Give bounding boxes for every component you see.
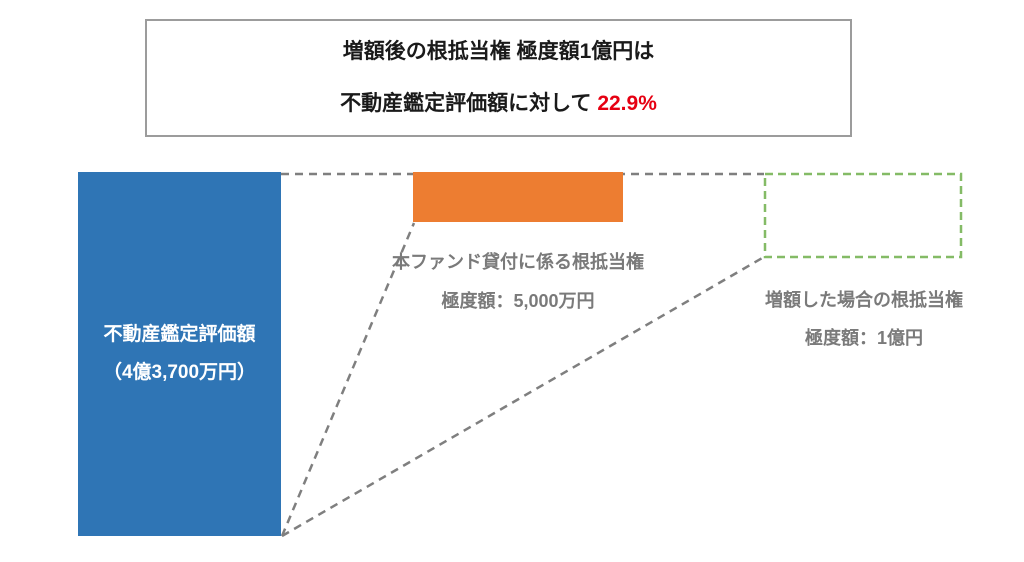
- appraisal-bar-value: （4億3,700万円）: [102, 362, 257, 383]
- increased-mortgage-amount: 極度額：1億円: [804, 328, 924, 348]
- current-mortgage-bar: [413, 172, 623, 222]
- title-line-2: 不動産鑑定評価額に対して 22.9%: [340, 90, 657, 118]
- appraisal-bar-label: 不動産鑑定評価額: [103, 324, 256, 345]
- title-line-2-text: 不動産鑑定評価額に対して: [340, 92, 598, 115]
- ratio-highlight: 22.9%: [597, 92, 657, 115]
- increased-mortgage-label: 増額した場合の根抵当権: [765, 290, 963, 310]
- increased-mortgage-box: [763, 172, 963, 259]
- title-box: 増額後の根抵当権 極度額1億円は 不動産鑑定評価額に対して 22.9%: [145, 19, 852, 137]
- title-line-1: 増額後の根抵当権 極度額1億円は: [342, 40, 655, 63]
- projection-line-to-current-bar: [280, 222, 416, 537]
- current-mortgage-label: 本ファンド貸付に係る根抵当権: [392, 252, 644, 272]
- appraisal-bar: 不動産鑑定評価額 （4億3,700万円）: [78, 172, 281, 536]
- current-mortgage-amount: 極度額：5,000万円: [441, 291, 595, 311]
- projection-line-to-increased-box: [281, 255, 765, 538]
